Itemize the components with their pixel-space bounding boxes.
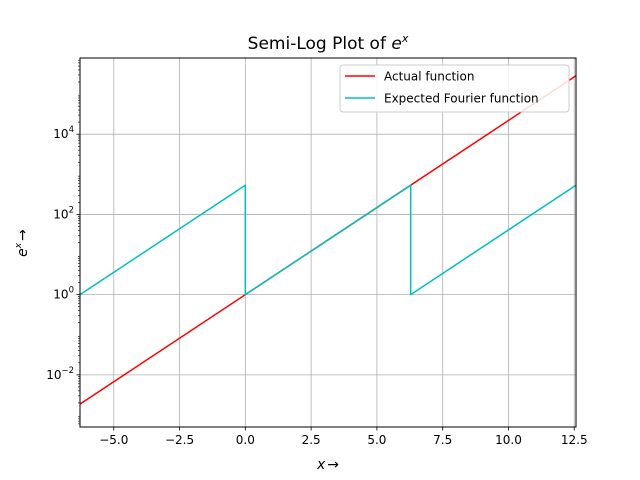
x-tick-label: 7.5 — [433, 433, 452, 447]
legend-label-fourier: Expected Fourier function — [384, 92, 539, 106]
chart-title: Semi-Log Plot of ex — [248, 32, 409, 54]
y-tick-label: 102 — [53, 205, 74, 221]
x-axis-label: x → — [316, 457, 339, 473]
x-tick-label: 0.0 — [236, 433, 255, 447]
x-tick-label: 2.5 — [302, 433, 321, 447]
legend-label-actual: Actual function — [384, 70, 474, 84]
ticks: −5.0 −2.5 0.0 2.5 5.0 7.5 10.0 12.5 10−2 100 102 10… — [46, 59, 588, 447]
x-tick-label: 10.0 — [495, 433, 522, 447]
x-tick-label: −5.0 — [99, 433, 128, 447]
x-tick-label: 12.5 — [561, 433, 588, 447]
x-tick-label: 5.0 — [367, 433, 386, 447]
series-layer — [79, 75, 577, 405]
y-tick-label: 10−2 — [46, 366, 74, 382]
series-line-fourier — [79, 184, 577, 296]
y-axis-label: ex→ — [14, 229, 31, 257]
y-tick-label: 100 — [53, 286, 74, 302]
legend-box — [339, 64, 570, 113]
legend: Actual function Expected Fourier functio… — [339, 64, 570, 113]
y-tick-label: 104 — [53, 125, 74, 141]
x-tick-label: −2.5 — [165, 433, 194, 447]
